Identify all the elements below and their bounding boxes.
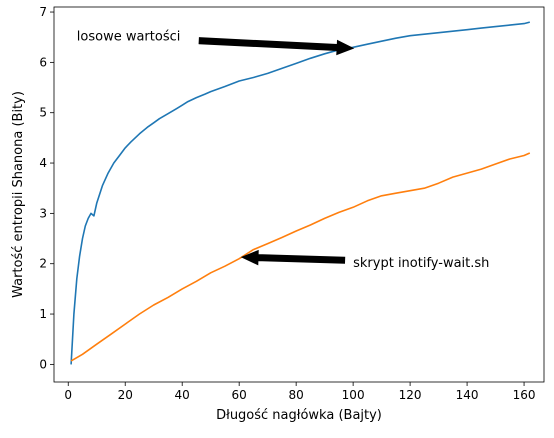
x-tick-label: 0 bbox=[64, 388, 72, 402]
x-tick-label: 40 bbox=[175, 388, 190, 402]
annotation-arrow-1 bbox=[198, 37, 355, 56]
annotation-label-2: skrypt inotify-wait.sh bbox=[353, 256, 489, 271]
y-tick-label: 1 bbox=[39, 307, 47, 321]
x-axis-label: Długość nagłówka (Bajty) bbox=[216, 408, 382, 423]
y-tick-label: 3 bbox=[39, 206, 47, 220]
x-tick-label: 120 bbox=[399, 388, 422, 402]
y-tick-label: 4 bbox=[39, 156, 47, 170]
y-tick-label: 5 bbox=[39, 106, 47, 120]
series-line-2 bbox=[70, 152, 531, 362]
x-tick-label: 160 bbox=[513, 388, 536, 402]
series-line-1 bbox=[70, 21, 531, 365]
plot-layer: 0 20 40 60 80 100 120 140 160 0 1 2 3 4 5 6 7 losowe wart… bbox=[39, 5, 545, 402]
annotation-label-1: losowe wartości bbox=[77, 30, 181, 45]
y-tick-label: 6 bbox=[39, 55, 47, 69]
x-tick-label: 80 bbox=[289, 388, 304, 402]
plot-frame bbox=[53, 6, 545, 383]
y-tick-label: 7 bbox=[39, 5, 47, 19]
annotation-arrow-2 bbox=[240, 249, 346, 266]
y-axis-label: Wartość entropii Shanona (Bity) bbox=[11, 91, 26, 298]
x-tick-label: 100 bbox=[342, 388, 365, 402]
y-tick-label: 2 bbox=[39, 257, 47, 271]
x-tick-label: 140 bbox=[456, 388, 479, 402]
y-tick-label: 0 bbox=[39, 357, 47, 371]
x-tick-label: 20 bbox=[118, 388, 133, 402]
x-tick-label: 60 bbox=[232, 388, 247, 402]
